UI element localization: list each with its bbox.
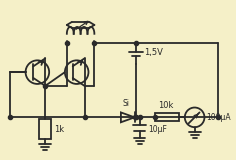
Text: 10k: 10k xyxy=(158,101,174,110)
Bar xyxy=(155,113,179,121)
Text: 1,5V: 1,5V xyxy=(144,48,163,57)
Text: 100μA: 100μA xyxy=(206,113,231,122)
Text: 10μF: 10μF xyxy=(148,125,167,134)
Text: 1k: 1k xyxy=(54,125,64,134)
Text: Si: Si xyxy=(122,99,129,108)
Bar xyxy=(39,119,51,139)
